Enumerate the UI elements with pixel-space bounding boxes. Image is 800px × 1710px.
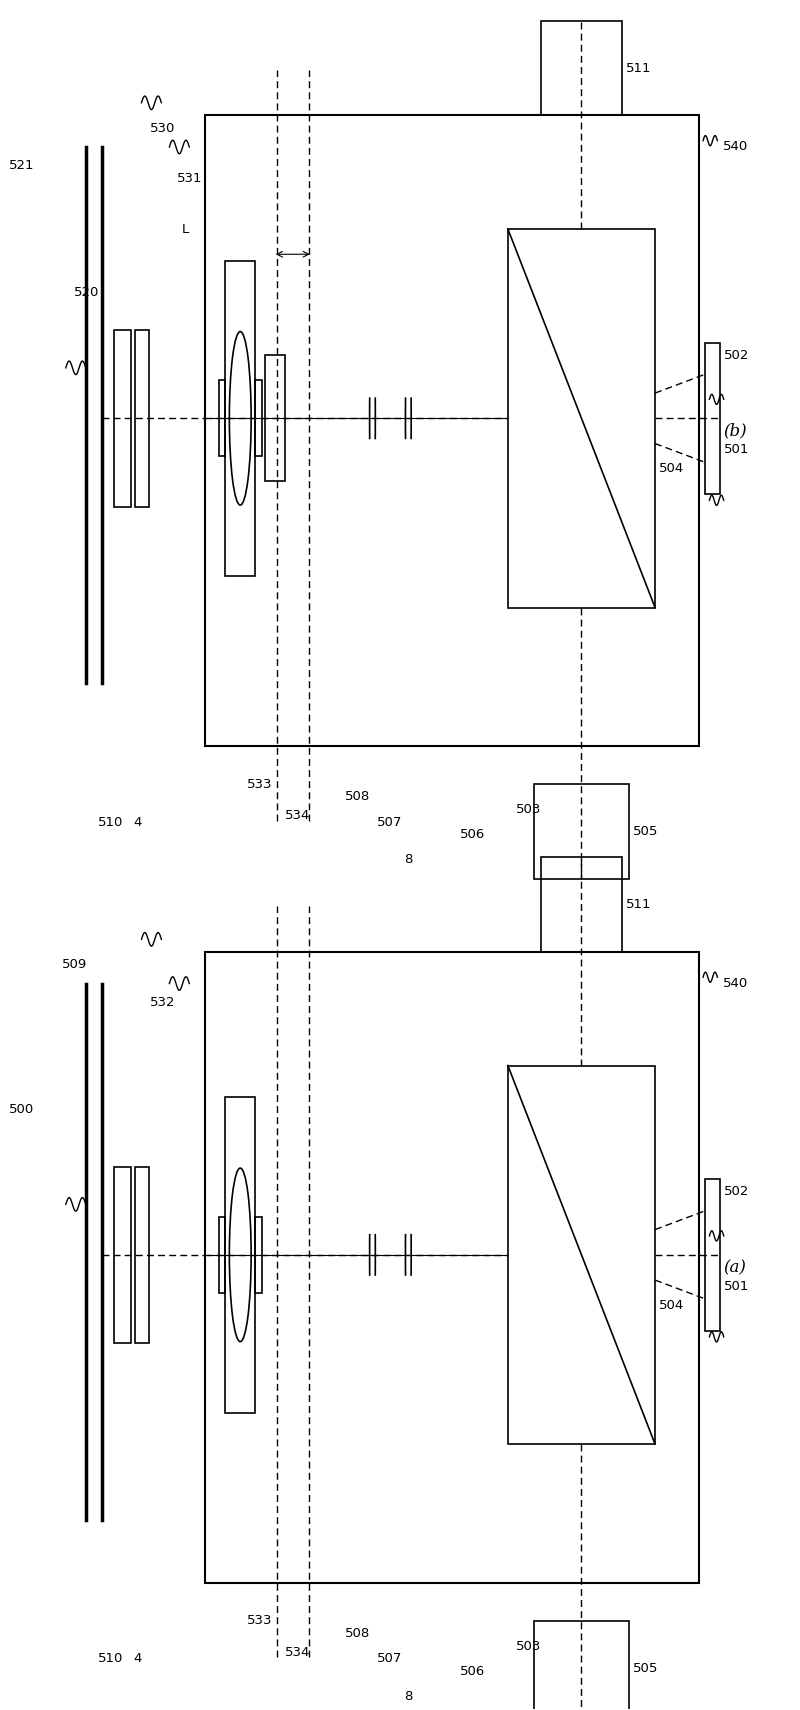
Bar [206, 952, 699, 1583]
Bar [225, 260, 255, 576]
Text: 4: 4 [134, 1652, 142, 1666]
Text: 534: 534 [285, 1645, 310, 1659]
Bar [534, 1621, 630, 1710]
Bar [265, 356, 285, 482]
Text: L: L [182, 222, 189, 236]
Text: 540: 540 [723, 140, 748, 154]
Text: 540: 540 [723, 976, 748, 990]
Bar [218, 380, 225, 457]
Text: 532: 532 [150, 995, 175, 1009]
Text: 501: 501 [724, 443, 749, 457]
Bar [508, 1065, 655, 1445]
Bar [541, 857, 622, 952]
Text: 504: 504 [659, 1300, 684, 1312]
Text: 503: 503 [516, 1640, 542, 1652]
Text: 503: 503 [516, 804, 542, 816]
Bar [135, 1166, 149, 1342]
Text: (a): (a) [723, 1259, 746, 1276]
Text: 521: 521 [9, 159, 34, 173]
Ellipse shape [230, 1168, 251, 1342]
Text: 509: 509 [62, 958, 87, 971]
Text: 510: 510 [98, 1652, 123, 1666]
Text: 531: 531 [178, 173, 203, 185]
Text: 500: 500 [9, 1103, 34, 1117]
Text: 4: 4 [134, 816, 142, 829]
Bar [114, 330, 131, 506]
Text: 534: 534 [285, 809, 310, 823]
Text: 505: 505 [634, 1662, 658, 1674]
Bar [255, 380, 262, 457]
Bar [706, 342, 720, 494]
Bar [225, 1098, 255, 1412]
Text: 508: 508 [345, 1626, 370, 1640]
Text: 8: 8 [404, 1689, 413, 1703]
Text: 530: 530 [150, 121, 175, 135]
Text: 520: 520 [74, 286, 99, 299]
Text: 502: 502 [724, 1185, 749, 1199]
Text: 506: 506 [460, 828, 486, 841]
Text: 501: 501 [724, 1279, 749, 1293]
Bar [508, 229, 655, 607]
Text: 506: 506 [460, 1666, 486, 1678]
Text: 511: 511 [626, 898, 651, 911]
Text: 508: 508 [345, 790, 370, 804]
Bar [218, 1218, 225, 1293]
Text: 504: 504 [659, 462, 684, 475]
Text: 533: 533 [247, 778, 273, 790]
Bar [255, 1218, 262, 1293]
Text: 507: 507 [377, 1652, 402, 1666]
Bar [706, 1180, 720, 1330]
Text: 8: 8 [404, 853, 413, 867]
Ellipse shape [230, 332, 251, 504]
Text: (b): (b) [723, 422, 746, 439]
Text: 511: 511 [626, 62, 651, 75]
Text: 510: 510 [98, 816, 123, 829]
Text: 502: 502 [724, 349, 749, 363]
Text: 505: 505 [634, 826, 658, 838]
Text: 533: 533 [247, 1614, 273, 1628]
Bar [206, 116, 699, 747]
Text: 507: 507 [377, 816, 402, 829]
Bar [135, 330, 149, 506]
Bar [541, 21, 622, 116]
Bar [534, 785, 630, 879]
Bar [114, 1166, 131, 1342]
